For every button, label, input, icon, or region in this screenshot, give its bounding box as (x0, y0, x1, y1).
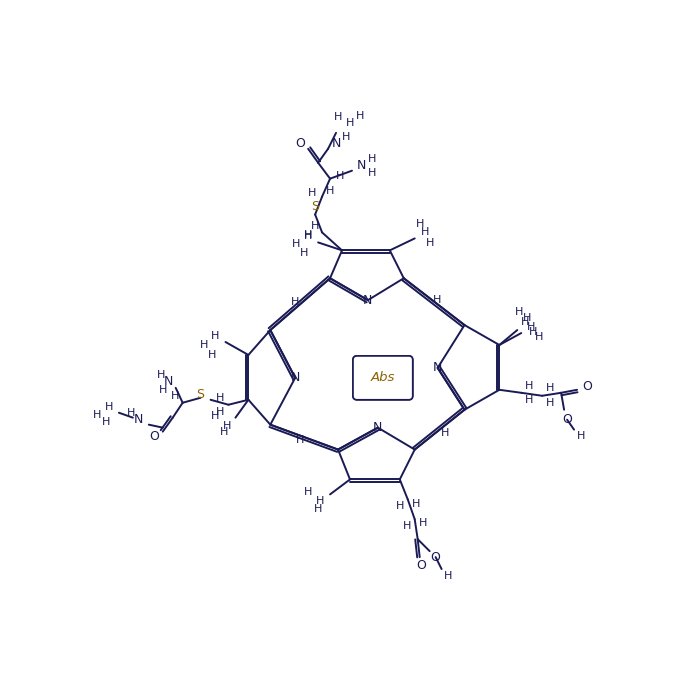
Text: H: H (157, 370, 165, 380)
Text: H: H (220, 426, 229, 437)
Text: H: H (440, 428, 448, 438)
Text: H: H (211, 331, 220, 341)
Text: H: H (336, 171, 344, 180)
Text: H: H (216, 407, 225, 417)
Text: H: H (158, 385, 167, 395)
Text: H: H (304, 232, 312, 242)
Text: H: H (105, 402, 113, 412)
Text: H: H (209, 350, 217, 360)
Text: H: H (171, 391, 179, 401)
Text: H: H (311, 221, 319, 232)
Text: H: H (535, 332, 543, 342)
Text: N: N (164, 375, 173, 388)
Text: Abs: Abs (370, 371, 395, 384)
Text: H: H (346, 118, 354, 128)
Text: H: H (529, 327, 538, 337)
Text: O: O (562, 413, 572, 426)
Text: H: H (126, 408, 135, 417)
Text: H: H (421, 227, 429, 238)
Text: N: N (332, 138, 341, 151)
Text: H: H (342, 132, 350, 142)
Text: H: H (419, 518, 427, 528)
Text: H: H (291, 297, 299, 307)
Text: H: H (546, 398, 554, 408)
FancyBboxPatch shape (353, 356, 413, 400)
Text: H: H (296, 434, 304, 445)
Text: H: H (444, 571, 452, 581)
Text: Abs: Abs (370, 371, 395, 384)
Text: H: H (200, 340, 208, 350)
Text: H: H (546, 383, 554, 393)
Text: H: H (308, 187, 316, 197)
Text: H: H (292, 240, 301, 249)
Text: H: H (304, 488, 312, 497)
Text: H: H (523, 313, 531, 323)
Text: O: O (430, 551, 441, 564)
Text: H: H (304, 230, 312, 240)
Text: H: H (223, 421, 231, 430)
Text: O: O (149, 430, 159, 443)
Text: H: H (525, 381, 533, 391)
FancyBboxPatch shape (353, 356, 413, 400)
Text: H: H (395, 501, 404, 511)
Text: H: H (433, 295, 441, 305)
Text: N: N (357, 159, 367, 172)
Text: H: H (368, 154, 376, 163)
Text: H: H (211, 411, 220, 421)
Text: H: H (415, 219, 424, 229)
Text: H: H (577, 430, 585, 441)
Text: H: H (515, 307, 524, 317)
Text: S: S (311, 200, 319, 213)
Text: H: H (426, 238, 434, 249)
Text: O: O (582, 380, 592, 394)
Text: N: N (373, 421, 383, 434)
Text: H: H (521, 317, 529, 327)
Text: H: H (356, 111, 364, 121)
Text: H: H (403, 521, 411, 531)
Text: H: H (527, 322, 536, 332)
Text: N: N (290, 371, 300, 384)
Text: H: H (368, 168, 376, 178)
Text: H: H (300, 249, 308, 258)
Text: N: N (433, 362, 442, 375)
Text: H: H (326, 186, 334, 195)
Text: H: H (334, 112, 342, 122)
Text: H: H (102, 417, 110, 427)
Text: H: H (93, 410, 101, 419)
Text: O: O (416, 558, 426, 571)
Text: N: N (363, 294, 372, 306)
Text: H: H (216, 393, 225, 402)
Text: H: H (525, 395, 533, 405)
Text: H: H (412, 499, 420, 509)
Text: O: O (295, 138, 305, 151)
Text: H: H (316, 496, 324, 507)
Text: N: N (134, 413, 144, 426)
Text: S: S (197, 388, 205, 401)
Text: H: H (314, 505, 322, 514)
